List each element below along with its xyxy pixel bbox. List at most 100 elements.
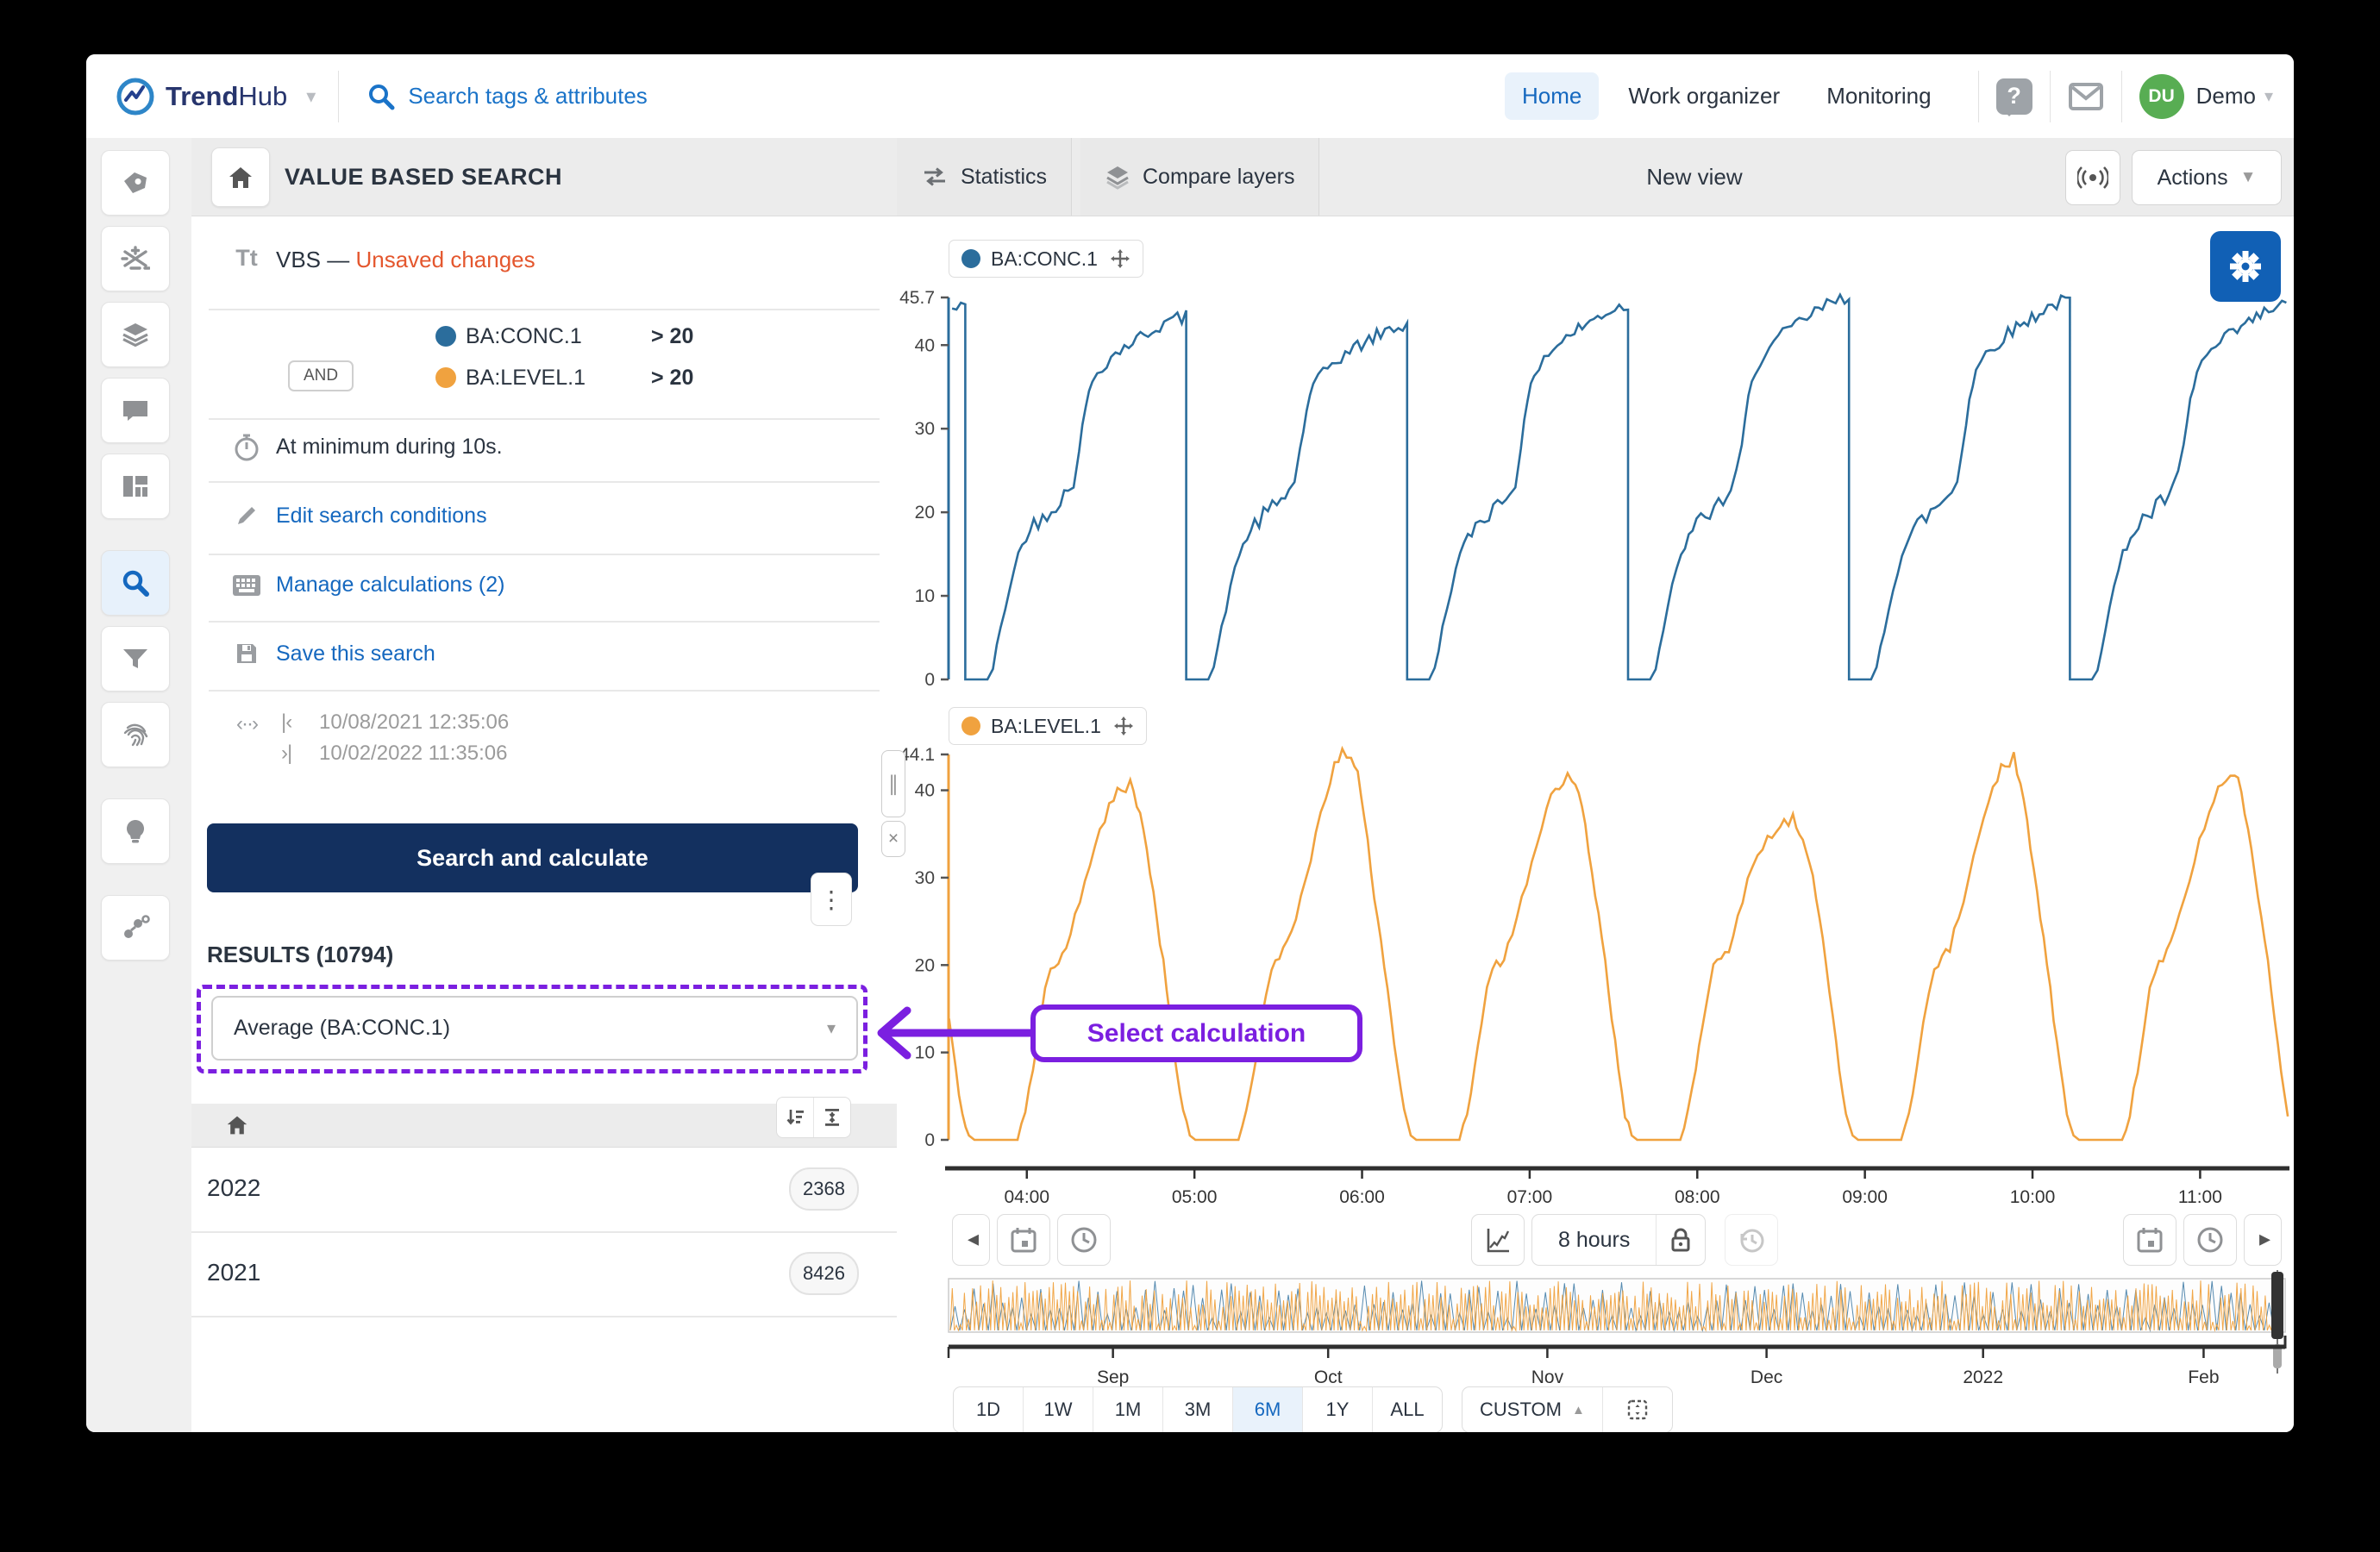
user-chevron-icon[interactable]: ▾ <box>2264 85 2273 107</box>
mail-icon[interactable] <box>2068 82 2104 111</box>
range-start-value[interactable]: 10/08/2021 12:35:06 <box>319 710 509 735</box>
condition-value: > 20 <box>651 324 693 349</box>
row-count-badge: 8426 <box>789 1252 859 1295</box>
avatar[interactable]: DU <box>2139 74 2184 119</box>
sidebar-item-comment[interactable] <box>101 378 170 443</box>
tab-statistics[interactable]: Statistics <box>897 138 1072 216</box>
manage-calculations-link[interactable]: Manage calculations (2) <box>276 573 504 598</box>
duration-text: At minimum during 10s. <box>276 435 503 460</box>
brand-chevron-icon[interactable]: ▾ <box>306 85 316 108</box>
zoom-preset-1y[interactable]: 1Y <box>1302 1387 1372 1432</box>
actions-button[interactable]: Actions ▼ <box>2132 150 2282 205</box>
zoom-preset-1w[interactable]: 1W <box>1023 1387 1093 1432</box>
move-handle-icon[interactable] <box>1113 716 1134 736</box>
set-start-time-icon <box>1069 1225 1099 1255</box>
collapse-rows-button[interactable] <box>813 1098 850 1137</box>
legend-level[interactable]: BA:LEVEL.1 <box>949 707 1147 745</box>
step-forward-icon: ▸ <box>2248 1225 2277 1255</box>
query-type-icon: Tt <box>229 245 264 272</box>
panel-home-button[interactable] <box>211 147 270 207</box>
svg-text:0: 0 <box>924 1130 935 1150</box>
sidebar-item-tag[interactable] <box>101 150 170 216</box>
range-end-value[interactable]: 10/02/2022 11:35:06 <box>319 742 507 766</box>
nav-item-monitoring[interactable]: Monitoring <box>1809 72 1948 120</box>
save-this-search-link[interactable]: Save this search <box>276 641 435 666</box>
fit-view-button[interactable] <box>1602 1387 1672 1432</box>
set-start-date-icon <box>1009 1225 1038 1255</box>
svg-text:20: 20 <box>915 503 935 523</box>
sidebar-item-filter[interactable] <box>101 626 170 692</box>
sidebar-item-search[interactable] <box>101 550 170 616</box>
calculation-select-value: Average (BA:CONC.1) <box>234 1016 450 1041</box>
divider <box>209 309 880 310</box>
tab-compare-layers[interactable]: Compare layers <box>1080 138 1319 216</box>
series-color-dot <box>435 326 456 347</box>
topbar-divider <box>338 71 339 122</box>
chart-settings-button[interactable] <box>2210 231 2281 302</box>
results-menu-button[interactable]: ⋮ <box>811 873 852 926</box>
svg-text:05:00: 05:00 <box>1172 1187 1218 1207</box>
nav-item-work-organizer[interactable]: Work organizer <box>1611 72 1797 120</box>
lock-duration-button[interactable] <box>1656 1215 1705 1265</box>
sidebar-item-layers[interactable] <box>101 302 170 367</box>
svg-text:0: 0 <box>924 670 935 690</box>
custom-range-button[interactable]: CUSTOM ▲ <box>1462 1387 1602 1432</box>
live-monitoring-button[interactable] <box>2065 150 2120 205</box>
home-icon <box>228 165 254 191</box>
zoom-preset-6m[interactable]: 6M <box>1232 1387 1302 1432</box>
collapse-up-icon: ▲ <box>1572 1403 1585 1417</box>
move-handle-icon[interactable] <box>1110 248 1130 269</box>
pencil-icon <box>229 504 264 532</box>
row-label: 2022 <box>207 1174 260 1202</box>
legend-conc[interactable]: BA:CONC.1 <box>949 240 1143 278</box>
svg-text:40: 40 <box>915 781 935 801</box>
series-color-dot <box>961 249 980 268</box>
svg-text:30: 30 <box>915 868 935 888</box>
unsaved-changes-label: Unsaved changes <box>355 247 535 272</box>
search-and-calculate-button[interactable]: Search and calculate <box>207 823 858 892</box>
results-table-header <box>191 1104 897 1148</box>
zoom-preset-3m[interactable]: 3M <box>1162 1387 1232 1432</box>
history-icon <box>1737 1225 1766 1255</box>
comment-icon <box>121 397 150 424</box>
edit-search-conditions-link[interactable]: Edit search conditions <box>276 504 487 529</box>
step-back-button[interactable]: ◂ <box>952 1214 990 1266</box>
table-row[interactable]: 2021 8426 <box>191 1231 897 1317</box>
table-home-icon[interactable] <box>226 1114 248 1136</box>
sidebar-item-fingerprint[interactable] <box>101 702 170 767</box>
sidebar-item-calculations[interactable] <box>101 226 170 291</box>
sidebar-item-lightbulb[interactable] <box>101 798 170 864</box>
close-icon: × <box>888 829 899 849</box>
zoom-preset-1m[interactable]: 1M <box>1093 1387 1162 1432</box>
search-placeholder: Search tags & attributes <box>408 83 647 110</box>
set-end-time-button[interactable] <box>2183 1214 2237 1266</box>
set-end-date-button[interactable] <box>2123 1214 2176 1266</box>
value-based-search-panel: VALUE BASED SEARCH Tt VBS — Unsaved chan… <box>191 138 898 1432</box>
svg-text:20: 20 <box>915 955 935 975</box>
sort-descending-button[interactable] <box>777 1098 813 1137</box>
zoom-preset-bar: 1D1W1M3M6M1YALL CUSTOM ▲ <box>953 1386 1692 1432</box>
app-logo[interactable]: TrendHub ▾ <box>116 77 316 116</box>
panel-header: VALUE BASED SEARCH <box>191 138 897 216</box>
calculation-select[interactable]: Average (BA:CONC.1) ▾ <box>211 996 858 1061</box>
svg-text:10:00: 10:00 <box>2010 1187 2056 1207</box>
set-start-date-button[interactable] <box>997 1214 1050 1266</box>
zoom-preset-1d[interactable]: 1D <box>954 1387 1023 1432</box>
svg-text:Oct: Oct <box>1314 1367 1343 1387</box>
panel-close-button[interactable]: × <box>881 821 905 857</box>
set-start-time-button[interactable] <box>1057 1214 1111 1266</box>
nav-item-home[interactable]: Home <box>1505 72 1599 120</box>
sidebar-item-context[interactable] <box>101 895 170 961</box>
help-icon[interactable]: ? <box>1996 78 2032 115</box>
user-name[interactable]: Demo <box>2196 83 2256 110</box>
table-row[interactable]: 2022 2368 <box>191 1147 897 1233</box>
compressed-view-button[interactable] <box>1471 1214 1525 1266</box>
global-search-input[interactable]: Search tags & attributes <box>366 82 647 111</box>
zoom-preset-all[interactable]: ALL <box>1372 1387 1442 1432</box>
series-color-dot <box>961 717 980 735</box>
panel-splitter-handle[interactable]: ∥ <box>881 750 905 817</box>
duration-control-group: 8 hours <box>1531 1214 1706 1266</box>
step-forward-button[interactable]: ▸ <box>2244 1214 2282 1266</box>
sidebar-item-dashboard[interactable] <box>101 454 170 519</box>
duration-label[interactable]: 8 hours <box>1532 1215 1656 1265</box>
